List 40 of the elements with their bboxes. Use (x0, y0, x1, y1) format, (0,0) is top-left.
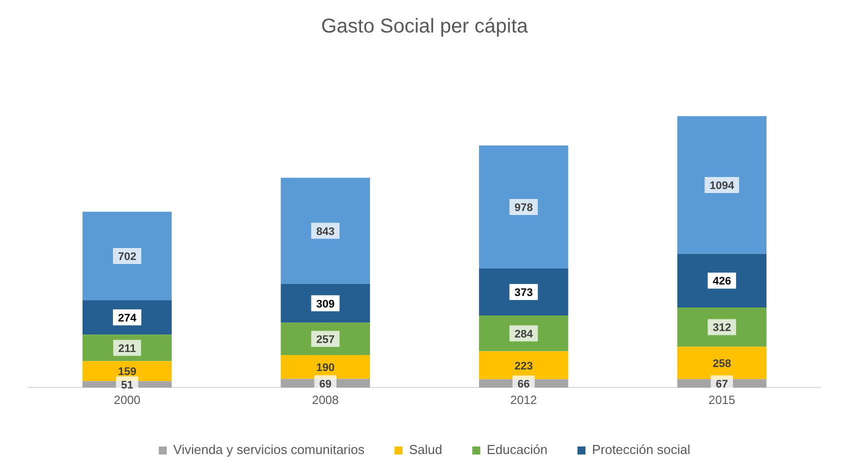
data-label: 284 (514, 328, 534, 340)
data-label: 223 (514, 360, 533, 372)
data-label: 843 (316, 226, 335, 238)
x-tick-label: 2012 (510, 393, 538, 408)
data-label: 67 (716, 378, 728, 390)
data-label: 373 (514, 287, 533, 300)
data-label: 66 (518, 378, 530, 390)
data-label: 257 (316, 334, 335, 346)
bar (677, 254, 766, 308)
bar (280, 284, 370, 323)
bar (479, 268, 568, 316)
data-label: 978 (514, 202, 533, 214)
data-label: 426 (712, 276, 732, 288)
bar (677, 307, 766, 347)
bar (479, 145, 568, 269)
data-label: 211 (118, 342, 136, 355)
legend-label: Protección social (592, 442, 690, 458)
data-label: 258 (712, 358, 732, 370)
chart-title: Gasto Social per cápita (321, 16, 529, 38)
data-label: 274 (118, 312, 138, 324)
data-label: 51 (121, 379, 134, 392)
bar (82, 212, 172, 300)
data-label: 69 (319, 378, 332, 390)
legend-label: Vivienda y servicios comunitarios (173, 442, 365, 458)
legend-label: Salud (409, 442, 442, 458)
bar (677, 116, 766, 254)
data-label: 309 (316, 298, 335, 310)
data-label: 190 (316, 362, 335, 374)
bar (280, 178, 370, 284)
bar (280, 355, 370, 379)
bar (677, 346, 766, 380)
x-tick-label: 2008 (312, 393, 340, 408)
data-label: 312 (712, 322, 732, 334)
data-label: 1094 (710, 180, 735, 192)
x-tick-label: 2015 (708, 393, 736, 408)
legend-label: Educación (486, 442, 548, 458)
bar (479, 351, 568, 380)
x-tick-label: 2000 (114, 393, 141, 408)
data-label: 702 (118, 251, 136, 264)
data-label: 159 (118, 366, 136, 378)
